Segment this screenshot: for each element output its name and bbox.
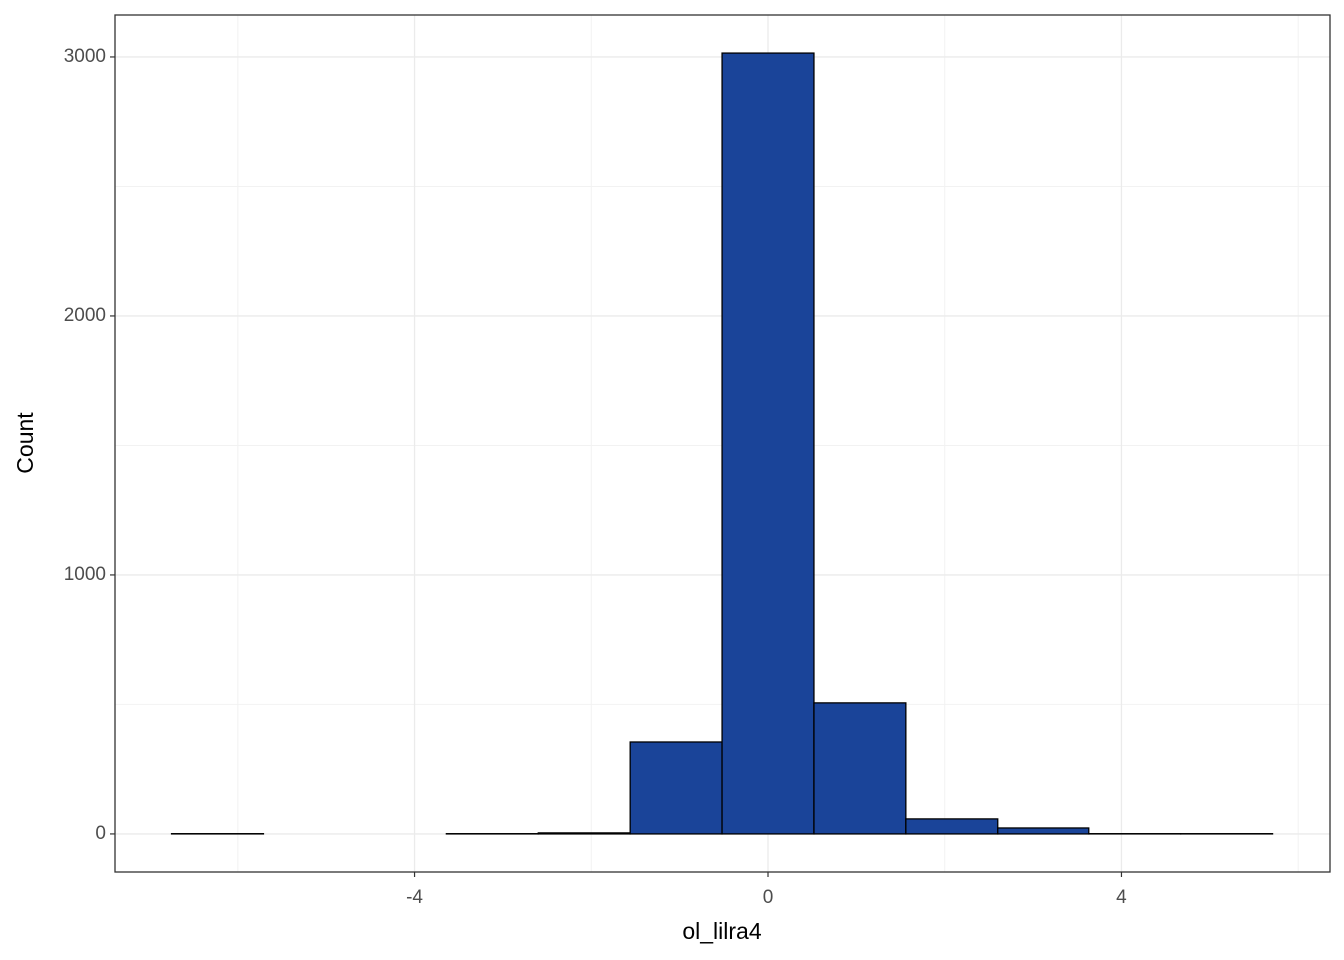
bar [721, 52, 815, 835]
x-axis-title: ol_lilra4 [682, 918, 761, 944]
x-tick-label: 0 [763, 887, 774, 908]
y-axis-title: Count [12, 412, 38, 474]
y-tick-label: 0 [95, 823, 106, 844]
bar [997, 827, 1090, 835]
x-tick-label: -4 [406, 887, 423, 908]
bar [537, 832, 631, 835]
y-tick-label: 2000 [64, 305, 106, 326]
x-tick-label: 4 [1116, 887, 1127, 908]
y-tick-label: 1000 [64, 564, 106, 585]
bar [905, 818, 999, 835]
panel-border [114, 14, 1331, 873]
bar [813, 702, 907, 835]
y-tick-label: 3000 [64, 46, 106, 67]
bar [629, 741, 723, 835]
